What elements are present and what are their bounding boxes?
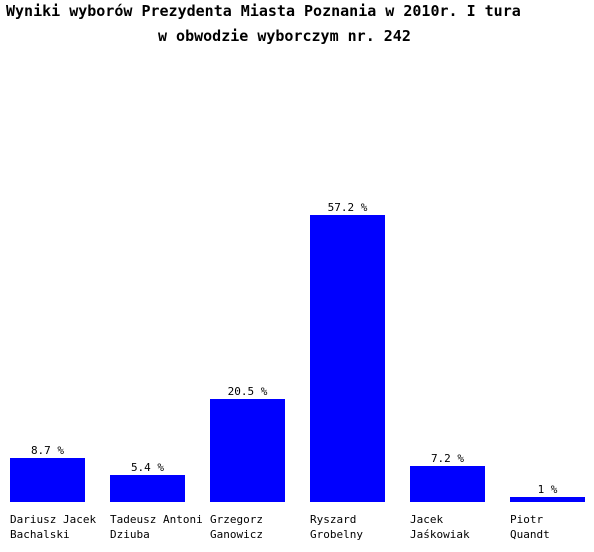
category-label: Jaśkowiak: [410, 528, 470, 541]
chart-subtitle: w obwodzie wyborczym nr. 242: [158, 27, 411, 45]
category-label: Jacek: [410, 513, 443, 526]
category-label: Tadeusz Antoni: [110, 513, 203, 526]
value-label: 7.2 %: [431, 452, 464, 465]
category-label: Bachalski: [10, 528, 70, 541]
category-label: Piotr: [510, 513, 543, 526]
bar: [410, 466, 485, 502]
category-label: Grobelny: [310, 528, 363, 541]
value-label: 57.2 %: [328, 201, 368, 214]
value-label: 8.7 %: [31, 444, 64, 457]
value-label: 20.5 %: [228, 385, 268, 398]
category-label: Dziuba: [110, 528, 150, 541]
value-label: 1 %: [538, 483, 558, 496]
category-label: Grzegorz: [210, 513, 263, 526]
bar: [310, 215, 385, 502]
category-label: Ganowicz: [210, 528, 263, 541]
category-label: Dariusz Jacek: [10, 513, 96, 526]
chart-title: Wyniki wyborów Prezydenta Miasta Poznani…: [6, 2, 521, 20]
bar: [510, 497, 585, 502]
category-label: Quandt: [510, 528, 550, 541]
category-label: Ryszard: [310, 513, 356, 526]
bar: [210, 399, 285, 502]
value-label: 5.4 %: [131, 461, 164, 474]
bar: [110, 475, 185, 502]
bar: [10, 458, 85, 502]
